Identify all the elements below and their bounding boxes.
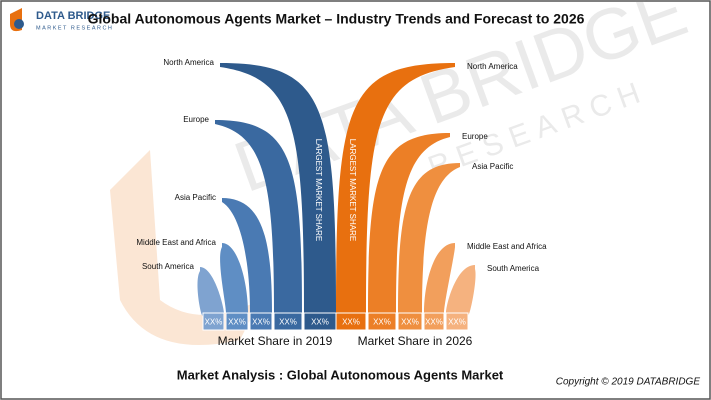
caption: Market Share in 2019 [218,334,333,348]
region-label: Europe [183,115,209,124]
region-label: South America [142,262,195,271]
value-cell [367,312,397,331]
value-cell [249,312,273,331]
value-label: XX% [252,318,270,327]
highlight-label: LARGEST MARKET SHARE [348,139,357,241]
region-shape [220,243,248,313]
region-label: North America [163,58,214,67]
title: Global Autonomous Agents Market – Indust… [88,11,585,27]
value-label: XX% [373,318,391,327]
region-shape [398,163,460,313]
value-cell [225,312,249,331]
region-label: Asia Pacific [175,193,216,202]
region-label: Middle East and Africa [136,238,216,247]
logo-tagline: MARKET RESEARCH [36,25,113,31]
region-label: North America [467,62,518,71]
caption: Market Share in 2026 [358,334,473,348]
value-label: XX% [448,318,466,327]
region-shape [197,267,224,316]
value-cell [273,312,303,331]
region-shape [220,63,336,313]
chart-art: XX% North America XX% Europe XX% Asia Pacific… [136,58,547,331]
value-label: XX% [228,318,246,327]
region-shape [215,120,302,313]
region-shape [368,133,450,313]
value-label: XX% [342,318,360,327]
region-shape [222,198,272,313]
copyright: Copyright © 2019 DATABRIDGE [556,377,701,388]
logo-name: DATA BRIDGE [36,10,110,22]
footer: Market Analysis : Global Autonomous Agen… [177,367,504,382]
value-cell [397,312,423,331]
region-shape [424,243,455,313]
region-label: Middle East and Africa [467,242,547,251]
value-label: XX% [205,318,223,327]
value-label: XX% [401,318,419,327]
region-shape [446,265,476,316]
logo-mark [14,19,24,29]
value-label: XX% [279,318,297,327]
region-shape [336,63,455,313]
highlight-label: LARGEST MARKET SHARE [314,139,323,241]
value-label: XX% [425,318,443,327]
value-label: XX% [311,318,329,327]
value-cell [445,312,469,331]
region-label: South America [487,264,540,273]
watermark-mark [110,150,260,345]
region-label: Asia Pacific [472,162,513,171]
value-cell [335,312,367,331]
value-cell [202,312,225,331]
region-label: Europe [462,132,488,141]
value-cell [423,312,445,331]
